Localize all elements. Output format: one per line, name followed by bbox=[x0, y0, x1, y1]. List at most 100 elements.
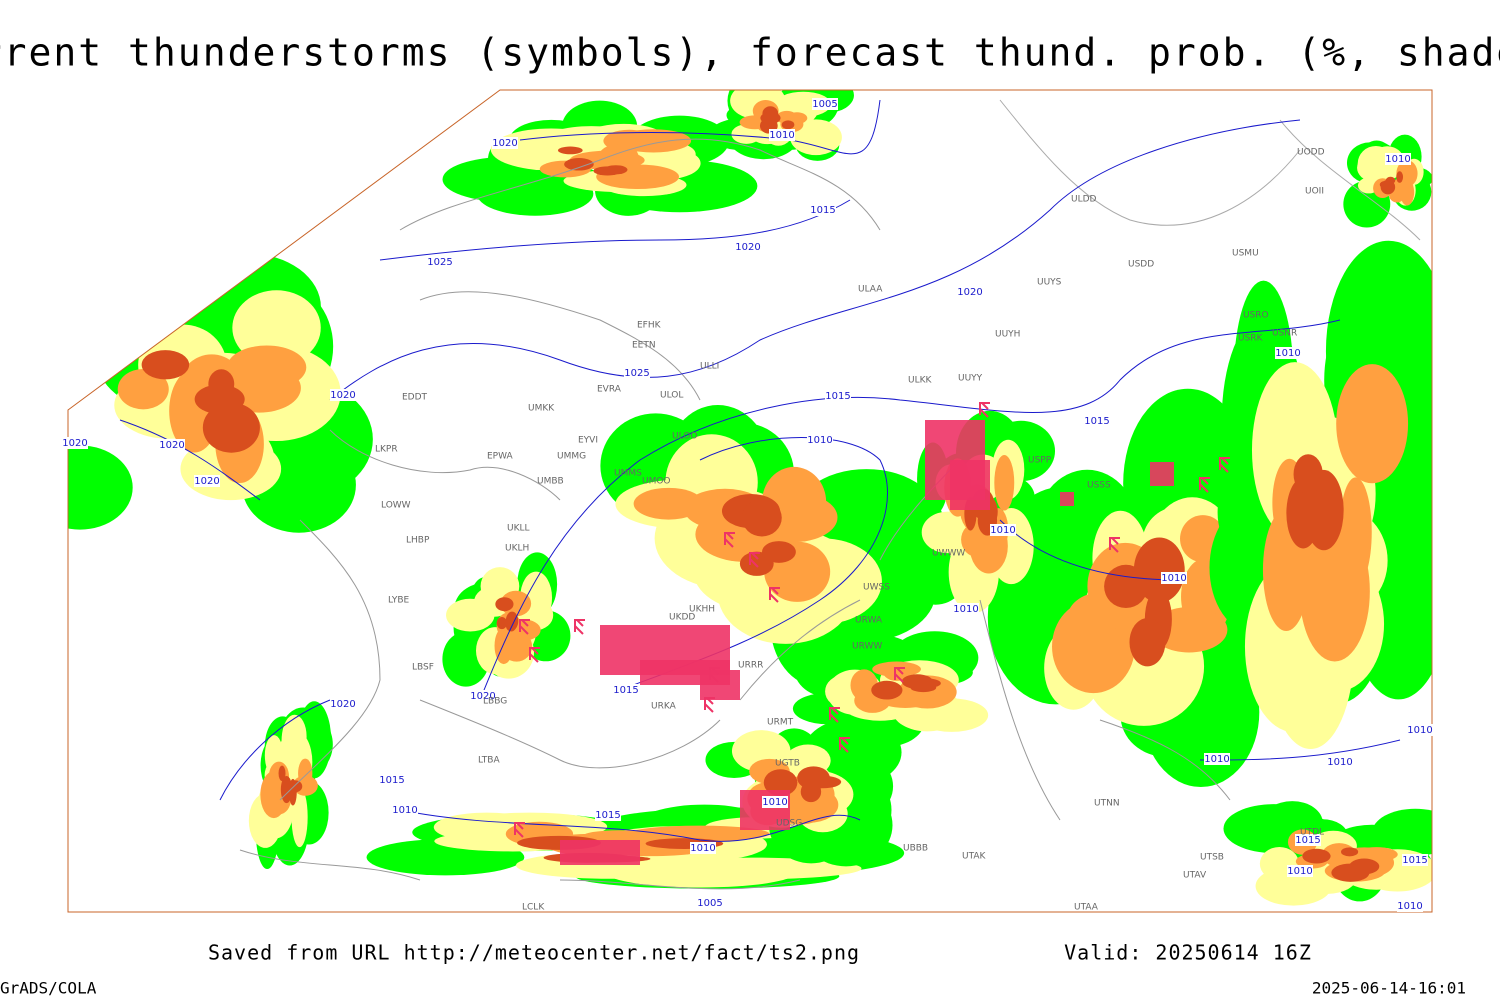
probability-blob bbox=[797, 766, 830, 790]
probability-blob bbox=[921, 511, 974, 554]
isobar-label: 1020 bbox=[194, 476, 219, 487]
thunderstorm-area bbox=[1060, 492, 1074, 506]
station-label: UMMG bbox=[557, 452, 586, 462]
station-label: USSS bbox=[1087, 481, 1111, 491]
thunderstorm-areas bbox=[514, 402, 1230, 865]
map-frame bbox=[67, 89, 1433, 913]
station-label: USMU bbox=[1232, 249, 1259, 259]
station-label: LBBG bbox=[483, 697, 507, 707]
isobar-label: 1010 bbox=[1327, 757, 1352, 768]
station-label: LHBP bbox=[406, 536, 430, 546]
probability-blob bbox=[1349, 858, 1380, 875]
station-label: UTDL bbox=[1300, 828, 1324, 838]
isobar-label: 1010 bbox=[762, 797, 787, 808]
title: Current thunderstorms (symbols), forecas… bbox=[0, 31, 1500, 75]
isobar-label-bg bbox=[492, 137, 518, 149]
station-label: EFHK bbox=[637, 321, 662, 331]
isobar-label: 1010 bbox=[1287, 866, 1312, 877]
isobar-label-bg bbox=[1385, 153, 1411, 165]
isobar-label: 1010 bbox=[1204, 754, 1229, 765]
isobar-label: 1015 bbox=[379, 775, 404, 786]
probability-blob bbox=[761, 541, 796, 563]
station-label: UWSS bbox=[863, 583, 890, 593]
thunderstorm-symbol bbox=[529, 647, 540, 663]
isobar-label-bg bbox=[697, 897, 723, 909]
isobar-label-bg bbox=[953, 603, 979, 615]
isobar-label-bg bbox=[810, 204, 836, 216]
isobar-label: 1005 bbox=[697, 898, 722, 909]
station-label: UTAK bbox=[962, 852, 987, 862]
isobar-label-bg bbox=[735, 241, 761, 253]
station-label: UWWW bbox=[932, 549, 965, 559]
probability-blob bbox=[763, 769, 798, 797]
isobar-label: 1015 bbox=[1402, 855, 1427, 866]
source-url: Saved from URL http://meteocenter.net/fa… bbox=[208, 941, 860, 965]
probability-blob bbox=[1302, 848, 1331, 864]
isobar-label-bg bbox=[379, 774, 405, 786]
isobar-label: 1010 bbox=[953, 604, 978, 615]
probability-blob bbox=[505, 611, 519, 631]
isobar-label-bg bbox=[595, 809, 621, 821]
probability-blob bbox=[1355, 847, 1398, 862]
probability-blob bbox=[760, 111, 781, 125]
thunderstorm-symbol bbox=[1219, 457, 1230, 473]
station-label: UTAV bbox=[1183, 871, 1207, 881]
probability-blob bbox=[1336, 364, 1409, 484]
station-label: UMOO bbox=[642, 477, 671, 487]
station-label: LKPR bbox=[375, 445, 398, 455]
probability-blob bbox=[265, 772, 281, 800]
timestamp: 2025-06-14-16:01 bbox=[1312, 979, 1466, 998]
isobar-label: 1010 bbox=[990, 525, 1015, 536]
probability-blob bbox=[282, 714, 307, 759]
station-label: LCLK bbox=[522, 903, 545, 913]
thunderstorm-symbol bbox=[829, 707, 840, 723]
station-label: ULOO bbox=[672, 432, 697, 442]
isobar-label-bg bbox=[769, 129, 795, 141]
station-label: USPP bbox=[1028, 456, 1052, 466]
isobar-label-bg bbox=[624, 367, 650, 379]
probability-blob bbox=[741, 499, 782, 537]
isobar-label-bg bbox=[1084, 415, 1110, 427]
isobar-label: 1010 bbox=[1385, 154, 1410, 165]
station-label: EVRA bbox=[597, 385, 622, 395]
station-label: LTBA bbox=[478, 756, 500, 766]
thunderstorm-area bbox=[950, 460, 990, 510]
station-label: USRO bbox=[1243, 311, 1269, 321]
thunderstorm-symbol bbox=[894, 667, 905, 683]
probability-blob bbox=[629, 825, 770, 842]
station-label: URRR bbox=[738, 661, 763, 671]
probability-blob bbox=[633, 487, 704, 520]
probability-blob bbox=[141, 350, 190, 380]
isobar-label: 1005 bbox=[812, 99, 837, 110]
isobar-label-bg bbox=[812, 98, 838, 110]
probability-blob bbox=[564, 158, 594, 171]
isobar-label-bg bbox=[470, 690, 496, 702]
station-label: UOII bbox=[1305, 187, 1324, 197]
thunderstorm-symbol bbox=[724, 532, 735, 548]
isobar-label-bg bbox=[330, 389, 356, 401]
isobar-label-bg bbox=[427, 256, 453, 268]
station-label: UKHH bbox=[689, 605, 715, 615]
thunderstorm-symbol bbox=[574, 619, 585, 635]
station-label: UTAA bbox=[1074, 903, 1099, 913]
probability-blob bbox=[495, 597, 514, 612]
isobar-label: 1015 bbox=[613, 685, 638, 696]
station-label: ULAA bbox=[858, 285, 883, 295]
station-label: UKLL bbox=[507, 524, 530, 534]
station-label: EYVI bbox=[578, 436, 598, 446]
probability-blob bbox=[194, 384, 245, 414]
probability-blob bbox=[593, 166, 622, 176]
probability-blob bbox=[910, 683, 937, 693]
station-label: UBBB bbox=[903, 844, 928, 854]
probability-blob bbox=[496, 617, 508, 630]
station-label: UUYH bbox=[995, 330, 1020, 340]
thunderstorm-symbol bbox=[514, 822, 525, 838]
isobar-label: 1015 bbox=[1295, 835, 1320, 846]
isobar-label-bg bbox=[1287, 865, 1313, 877]
isobar-label: 1015 bbox=[810, 205, 835, 216]
station-label: URWA bbox=[855, 616, 883, 626]
isobar-label: 1020 bbox=[735, 242, 760, 253]
isobar-label-bg bbox=[990, 524, 1016, 536]
probability-blob bbox=[1380, 179, 1396, 195]
map-labels: 1005 1010 1020 1015 1020 1025 1020 1025 1015 1020… bbox=[62, 98, 1433, 913]
